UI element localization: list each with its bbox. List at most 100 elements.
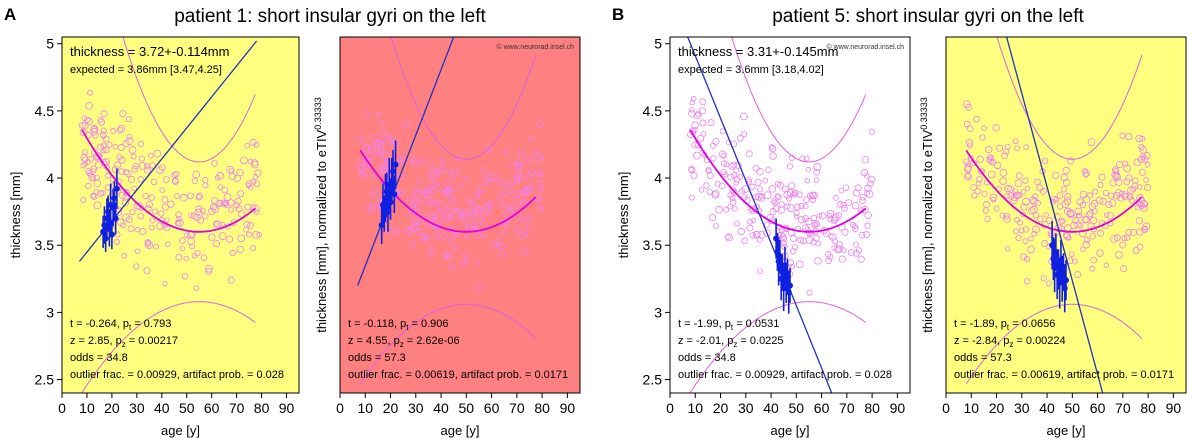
stat-z: z = 2.85, pz = 0.00217 [70,335,178,349]
normative-point [112,144,119,150]
normative-point [369,191,376,198]
normative-point [966,125,974,132]
normative-point [247,222,254,229]
normative-point [765,166,772,173]
normative-point [745,150,753,158]
normative-point [534,169,543,177]
normative-point [526,183,534,191]
normative-point [246,231,253,238]
normative-point [444,251,452,259]
normative-point [1058,218,1065,226]
normative-point [514,159,522,167]
normative-point [691,121,699,130]
normative-point [1045,280,1052,287]
normative-point [433,233,440,240]
y-tick-label: 4.5 [643,103,663,119]
normative-point [253,180,261,188]
normative-point [971,160,978,166]
normative-point [793,203,801,211]
normative-point [243,226,249,233]
normative-point [151,208,159,215]
normative-point [763,229,771,237]
normative-point [1012,188,1019,195]
normative-point [698,187,705,193]
normative-point [847,248,855,256]
normative-point [180,193,188,202]
normative-point [1082,215,1090,224]
normative-point [474,206,482,214]
normative-point [815,240,822,247]
normative-point [515,163,522,170]
normative-point [1060,186,1067,193]
normative-point [364,159,372,167]
normative-point [1066,210,1075,219]
normative-point [816,212,823,219]
normative-point [796,191,803,198]
normative-point [693,112,701,120]
plot-frame [339,36,581,394]
normative-point [216,199,224,207]
normative-point [863,231,871,239]
normative-point [1143,177,1149,183]
normative-point [831,238,838,245]
normative-point [810,214,818,222]
normative-point [788,182,796,190]
normative-point [524,157,532,165]
normative-point [1074,221,1082,229]
x-tick-label: 10 [357,400,373,416]
normative-point [999,177,1007,185]
normative-point [749,205,756,213]
normative-point [1001,152,1009,160]
normative-point [984,215,991,223]
normative-point [706,171,714,180]
normative-point [840,201,847,209]
normative-point [1090,199,1099,208]
normative-point [709,142,717,149]
normative-point [85,182,92,190]
normative-point [740,112,748,121]
panel-b-title: patient 5: short insular gyri on the lef… [772,6,1084,27]
x-tick-label: 80 [534,400,550,416]
normative-point [835,241,844,249]
normative-point [730,161,738,169]
normative-point [507,187,514,194]
normative-point [167,200,175,208]
normative-point [190,212,198,220]
normative-point [431,181,439,189]
normative-point [195,194,203,201]
normative-point [357,165,365,173]
normative-point [1072,217,1080,224]
normative-point [805,166,812,173]
patient-fit-line [687,37,833,393]
normative-point [778,231,785,239]
normative-point [1136,184,1143,190]
normative-point [772,199,779,206]
normative-point [528,169,536,177]
normative-point [769,145,777,153]
normative-point [1067,157,1075,165]
normative-point [965,139,974,147]
normative-point [963,120,971,128]
normative-point [1020,188,1027,195]
normative-point [1118,190,1125,197]
normative-point [412,187,420,195]
normative-point [379,120,386,127]
normative-point [1076,198,1084,206]
normative-point [1014,145,1020,152]
chart-a-normalized: 0 10 20 30 40 50 60 70 80 90 age [y] thickness [mm]… [313,36,581,438]
normative-point [179,245,186,252]
stat-t: t = -0.264, pt = 0.793 [70,318,171,332]
normative-point [505,219,511,226]
normative-point [852,189,861,197]
normative-point [1080,246,1086,252]
normative-point [227,276,235,284]
normative-point [228,206,234,213]
normative-point [535,197,542,204]
stat-t: t = -1.89, pt = 0.0656 [954,318,1055,332]
normative-point [87,89,94,96]
x-tick-label: 50 [1065,400,1081,416]
normative-point [1089,265,1096,272]
normative-point [741,237,749,245]
patient-point [1061,285,1068,292]
